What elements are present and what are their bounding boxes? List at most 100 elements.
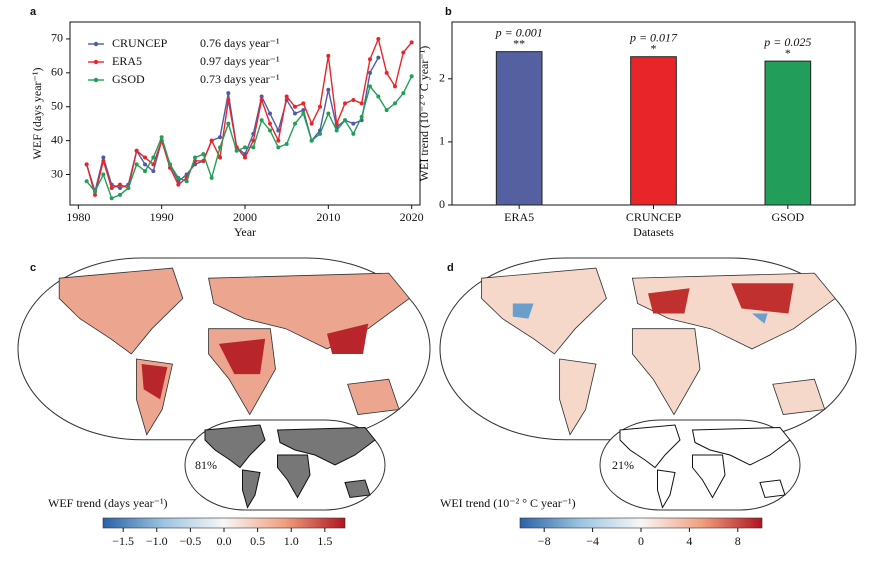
data-point <box>326 111 331 116</box>
colorbar-tick-label: 1.0 <box>284 534 299 548</box>
data-point <box>176 175 181 180</box>
data-point <box>393 101 397 106</box>
x-tick-label: 2010 <box>316 210 340 224</box>
data-point <box>118 192 122 197</box>
colorbar-tick-label: 0 <box>638 534 644 548</box>
data-point <box>93 189 97 194</box>
y-tick-label: 50 <box>51 98 63 112</box>
data-point <box>101 155 106 160</box>
x-tick-label: ERA5 <box>504 210 534 224</box>
data-point <box>359 114 364 119</box>
colorbar-tick-label: 4 <box>686 534 692 548</box>
data-point <box>109 186 114 191</box>
bar <box>630 56 677 206</box>
data-point <box>193 155 197 160</box>
data-point <box>234 148 239 153</box>
data-point <box>368 57 372 62</box>
data-point <box>226 121 231 126</box>
data-point <box>243 145 247 150</box>
y-axis-label: WEF (days year⁻¹) <box>30 68 44 160</box>
data-point <box>351 131 356 136</box>
data-point <box>284 94 289 99</box>
p-value: p = 0.025 <box>763 35 811 49</box>
colorbar-tick-label: 8 <box>735 534 741 548</box>
significance: * <box>651 41 657 55</box>
panel-label: d <box>447 262 454 274</box>
inset-d <box>599 419 801 511</box>
data-point <box>168 162 172 167</box>
legend-marker <box>93 59 99 65</box>
y-tick-label: 60 <box>51 65 63 79</box>
data-point <box>268 111 272 116</box>
y-tick-label: 70 <box>51 31 63 45</box>
data-point <box>151 162 156 167</box>
data-point <box>401 91 406 96</box>
y-tick-label: 1 <box>439 134 445 148</box>
bar <box>764 60 812 206</box>
data-point <box>401 50 406 55</box>
data-point <box>393 84 397 89</box>
panel-label: a <box>30 6 37 18</box>
data-point <box>218 135 222 140</box>
data-point <box>143 155 147 160</box>
series-line <box>86 75 413 200</box>
colorbar-label: WEF trend (days year⁻¹) <box>48 496 168 510</box>
inset-c <box>184 419 386 511</box>
legend-label: ERA5 <box>112 54 142 68</box>
p-value: p = 0.017 <box>629 30 678 44</box>
data-point <box>268 121 272 126</box>
trend-label: 0.97 days year⁻¹ <box>200 54 280 68</box>
y-tick-label: 40 <box>51 132 63 146</box>
data-point <box>301 108 306 113</box>
data-point <box>134 148 139 153</box>
data-point <box>384 70 389 75</box>
y-tick-label: 0 <box>439 197 445 211</box>
p-value: p = 0.001 <box>495 25 543 39</box>
significance: ** <box>513 36 525 50</box>
data-point <box>276 145 281 150</box>
data-point <box>184 179 189 184</box>
colorbar-tick-label: 0.0 <box>217 534 232 548</box>
data-point <box>209 138 214 143</box>
x-tick-label: GSOD <box>771 210 804 224</box>
data-point <box>226 97 231 102</box>
data-point <box>251 145 256 150</box>
data-point <box>259 94 264 99</box>
data-point <box>376 55 381 60</box>
data-point <box>293 121 297 126</box>
data-point <box>201 152 206 157</box>
data-point <box>143 162 147 167</box>
data-point <box>368 84 372 89</box>
map-d <box>439 257 857 441</box>
trend-label: 0.73 days year⁻¹ <box>200 72 280 86</box>
data-point <box>343 118 347 123</box>
data-point <box>343 101 347 106</box>
data-point <box>351 121 356 126</box>
data-point <box>201 158 206 163</box>
data-point <box>118 186 122 191</box>
data-point <box>334 128 339 133</box>
data-point <box>93 192 97 197</box>
inset-label: 81% <box>195 458 217 472</box>
data-point <box>259 97 264 102</box>
data-point <box>309 121 314 126</box>
data-point <box>276 138 281 143</box>
panel-label: b <box>445 6 452 18</box>
data-point <box>368 70 372 75</box>
inset-label: 21% <box>612 458 634 472</box>
data-point <box>318 104 322 109</box>
data-point <box>384 108 389 113</box>
map-c <box>17 257 431 441</box>
data-point <box>409 74 414 79</box>
legend-marker <box>93 41 99 47</box>
data-point <box>376 36 381 41</box>
data-point <box>159 135 164 140</box>
colorbar-tick-label: 0.5 <box>250 534 265 548</box>
data-point <box>259 118 264 123</box>
legend-label: CRUNCEP <box>112 36 168 50</box>
data-point <box>218 155 222 160</box>
data-point <box>276 128 281 133</box>
data-point <box>284 142 289 146</box>
y-tick-label: 30 <box>51 166 63 180</box>
